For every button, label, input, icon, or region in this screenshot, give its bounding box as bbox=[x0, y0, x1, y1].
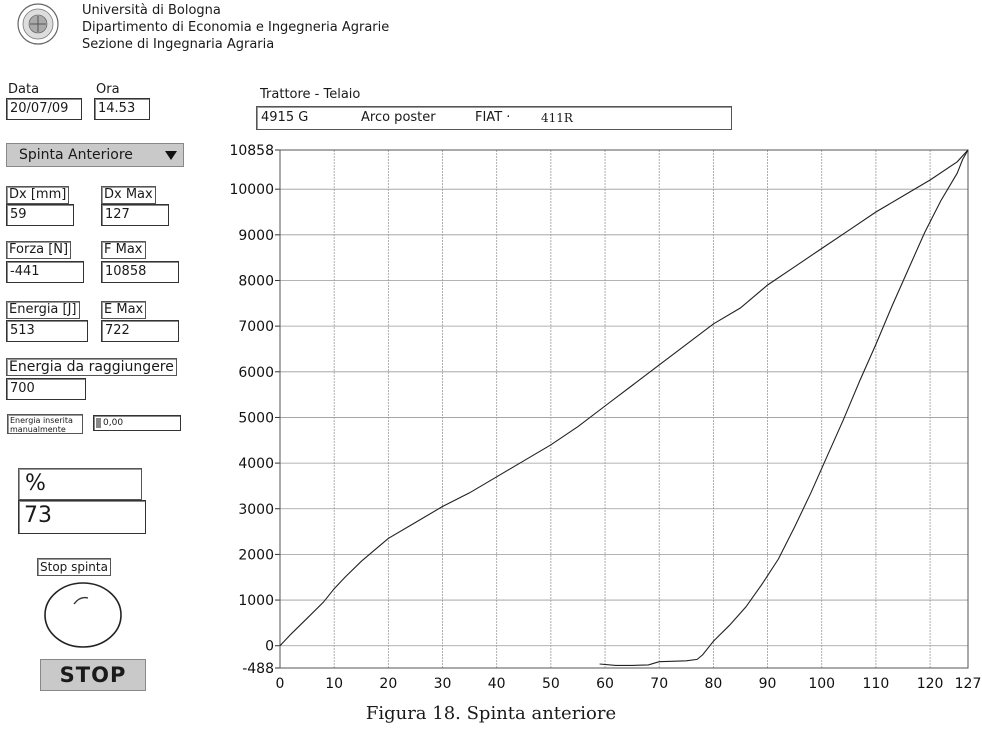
dx-field[interactable]: 59 bbox=[6, 204, 74, 226]
mode-select-value: Spinta Anteriore bbox=[19, 147, 133, 163]
stop-button-label: STOP bbox=[59, 663, 127, 687]
percent-energy-field: 73 bbox=[18, 500, 146, 534]
stop-button[interactable]: STOP bbox=[40, 659, 146, 691]
y-tick-label: 7000 bbox=[238, 319, 274, 335]
y-tick-label: -488 bbox=[242, 661, 274, 677]
energia-field[interactable]: 513 bbox=[6, 320, 88, 342]
target-energy-label: Energia da raggiungere bbox=[6, 358, 177, 376]
target-energy-field[interactable]: 700 bbox=[6, 378, 86, 400]
dx-max-label: Dx Max bbox=[101, 186, 156, 204]
x-tick-label: 50 bbox=[542, 676, 560, 692]
x-tick-label: 0 bbox=[276, 676, 285, 692]
university-logo bbox=[16, 2, 60, 46]
x-tick-label: 120 bbox=[917, 676, 944, 692]
manual-energy-label: Energia inserita manualmente bbox=[7, 414, 83, 434]
y-tick-label: 10000 bbox=[229, 182, 274, 198]
e-max-label: E Max bbox=[101, 301, 147, 319]
ora-field[interactable]: 14.53 bbox=[94, 98, 150, 120]
series-line-2 bbox=[599, 149, 969, 666]
tractor-id: 4915 G bbox=[261, 110, 309, 125]
x-tick-label: 40 bbox=[488, 676, 506, 692]
x-tick-label: 110 bbox=[863, 676, 890, 692]
spinner-icon[interactable] bbox=[96, 417, 101, 428]
chevron-down-icon bbox=[165, 151, 177, 160]
dx-label: Dx [mm] bbox=[6, 186, 70, 204]
ora-label: Ora bbox=[96, 82, 120, 97]
x-tick-label: 30 bbox=[434, 676, 452, 692]
y-tick-label: 2000 bbox=[238, 547, 274, 563]
plot-frame bbox=[279, 149, 969, 669]
tractor-model: 411R bbox=[541, 111, 573, 125]
y-tick-label: 6000 bbox=[238, 365, 274, 381]
data-label: Data bbox=[8, 82, 40, 97]
x-tick-label: 20 bbox=[379, 676, 397, 692]
knob-icon bbox=[44, 582, 122, 648]
y-tick-label: 10858 bbox=[229, 143, 274, 159]
forza-label: Forza [N] bbox=[6, 241, 72, 259]
x-tick-label: 100 bbox=[808, 676, 835, 692]
tractor-type: Arco poster bbox=[361, 110, 436, 125]
stop-knob[interactable] bbox=[42, 580, 124, 650]
y-tick-label: 4000 bbox=[238, 456, 274, 472]
y-tick-label: 9000 bbox=[238, 228, 274, 244]
y-tick-label: 1000 bbox=[238, 593, 274, 609]
manual-energy-value: 0,00 bbox=[103, 418, 124, 428]
series-line-1 bbox=[279, 149, 969, 647]
manual-energy-field[interactable]: 0,00 bbox=[93, 415, 181, 431]
e-max-field[interactable]: 722 bbox=[101, 320, 179, 342]
f-max-field[interactable]: 10858 bbox=[101, 261, 179, 283]
energia-label: Energia [J] bbox=[6, 301, 80, 319]
tractor-info-field: 4915 G Arco poster FIAT · 411R bbox=[256, 106, 732, 130]
header-line-2: Dipartimento di Economia e Ingegneria Ag… bbox=[82, 20, 390, 35]
x-tick-label: 60 bbox=[596, 676, 614, 692]
header-line-1: Università di Bologna bbox=[82, 3, 221, 18]
dx-max-field[interactable]: 127 bbox=[101, 204, 169, 226]
forza-field[interactable]: -441 bbox=[6, 261, 84, 283]
y-tick-label: 0 bbox=[265, 639, 274, 655]
university-seal-icon bbox=[17, 3, 59, 45]
tractor-brand: FIAT · bbox=[475, 110, 511, 125]
stop-spinta-label: Stop spinta bbox=[37, 558, 111, 576]
x-tick-label: 90 bbox=[759, 676, 777, 692]
figure-caption: Figura 18. Spinta anteriore bbox=[365, 703, 617, 724]
y-tick-label: 8000 bbox=[238, 273, 274, 289]
y-tick-label: 3000 bbox=[238, 502, 274, 518]
header-line-3: Sezione di Ingegnaria Agraria bbox=[82, 37, 275, 52]
tractor-label: Trattore - Telaio bbox=[260, 87, 361, 102]
f-max-label: F Max bbox=[101, 241, 146, 259]
x-tick-label: 10 bbox=[325, 676, 343, 692]
x-tick-label: 80 bbox=[704, 676, 722, 692]
mode-select[interactable]: Spinta Anteriore bbox=[6, 143, 184, 167]
x-tick-label: 127 bbox=[955, 676, 982, 692]
data-field[interactable]: 20/07/09 bbox=[6, 98, 82, 120]
y-tick-label: 5000 bbox=[238, 410, 274, 426]
x-tick-label: 70 bbox=[650, 676, 668, 692]
